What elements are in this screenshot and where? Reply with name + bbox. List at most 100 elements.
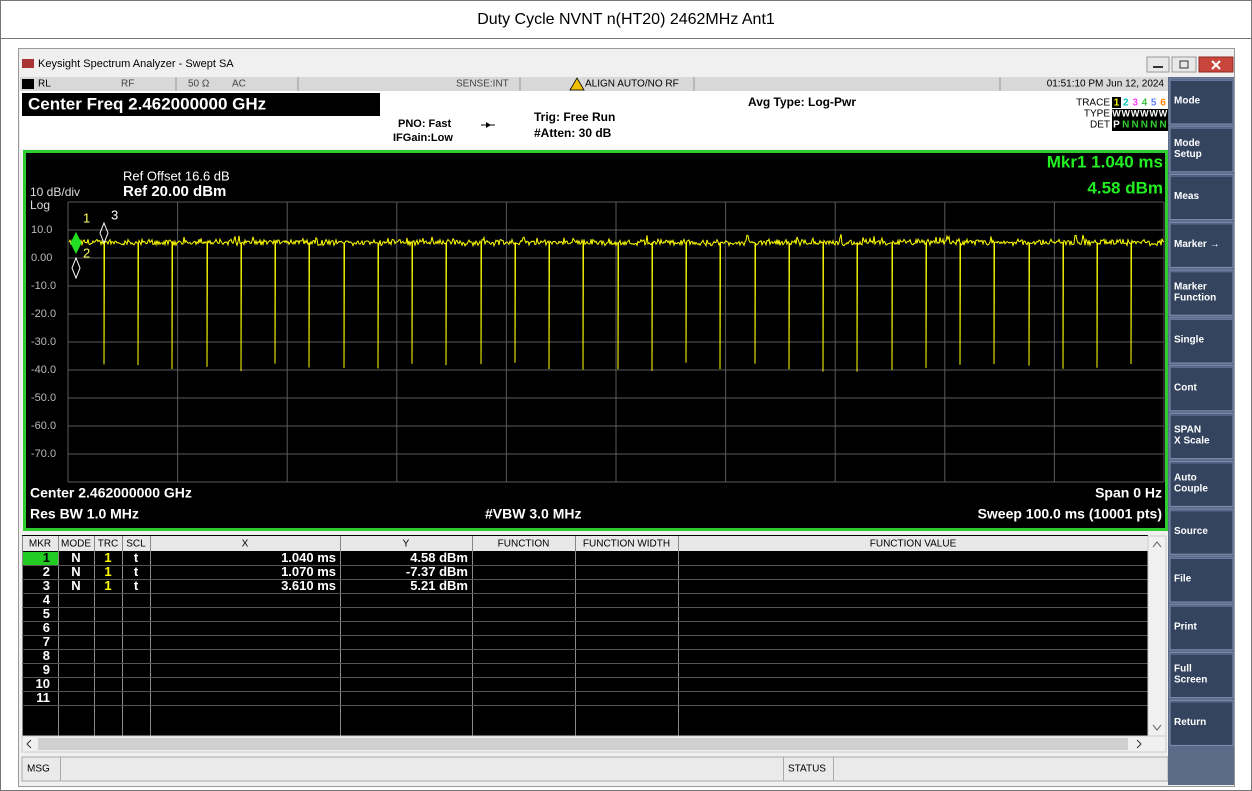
column-header: TRC	[98, 539, 119, 550]
softkey[interactable]	[1169, 174, 1234, 221]
softkey-label: Mode	[1174, 96, 1201, 107]
sense: SENSE:INT	[456, 79, 509, 90]
trace-number: 5	[1151, 98, 1157, 109]
atten: #Atten: 30 dB	[534, 126, 612, 140]
marker-cell: t	[134, 578, 139, 593]
ref-offset: Ref Offset 16.6 dB	[123, 168, 230, 183]
minimize-btn[interactable]	[1146, 56, 1170, 73]
y-label: 10.0	[31, 224, 52, 236]
y-label: -70.0	[31, 448, 56, 460]
softkey[interactable]	[1169, 604, 1234, 651]
softkey[interactable]	[1169, 413, 1234, 460]
softkey-label: Auto	[1174, 473, 1197, 484]
softkey[interactable]	[1169, 126, 1234, 173]
v-scrollbar[interactable]	[1147, 535, 1167, 737]
trig-arrow-head	[486, 122, 491, 128]
span-label: Span 0 Hz	[1095, 485, 1162, 501]
softkey[interactable]	[1169, 556, 1234, 603]
softkey-label: Return	[1174, 717, 1206, 728]
marker-cell: 1.040 ms	[281, 550, 336, 565]
trace-det: N	[1159, 120, 1166, 131]
warning-icon	[569, 77, 585, 91]
marker-number: 2	[43, 564, 50, 579]
trace-det: N	[1150, 120, 1157, 131]
softkey-label: File	[1174, 574, 1192, 585]
sweep-label: Sweep 100.0 ms (10001 pts)	[978, 506, 1162, 522]
pno: PNO: Fast	[398, 118, 452, 130]
softkey-label: Setup	[1174, 149, 1202, 160]
y-label: -10.0	[31, 280, 56, 292]
marker-number: 7	[43, 634, 50, 649]
type-label: TYPE	[1084, 109, 1110, 120]
trace	[68, 234, 1165, 372]
softkey[interactable]	[1169, 221, 1234, 268]
coupling: AC	[232, 79, 246, 90]
marker-number: 9	[43, 662, 50, 677]
marker-cell: 1.070 ms	[281, 564, 336, 579]
trace-number: 1	[1114, 98, 1120, 109]
marker-1	[70, 231, 82, 255]
trace-number: 4	[1142, 98, 1148, 109]
softkey-label: Function	[1174, 292, 1216, 303]
trace-label: TRACE	[1076, 98, 1110, 109]
rbw-label: Res BW 1.0 MHz	[30, 506, 139, 522]
window-title: Keysight Spectrum Analyzer - Swept SA	[38, 58, 234, 70]
trace-number: 3	[1132, 98, 1138, 109]
rl-label: RL	[38, 79, 51, 90]
trace-number: 2	[1123, 98, 1129, 109]
softkey-label: Mode	[1174, 138, 1201, 149]
softkey[interactable]	[1169, 508, 1234, 555]
page-title: Duty Cycle NVNT n(HT20) 2462MHz Ant1	[477, 11, 775, 28]
trace-type: W	[1140, 108, 1149, 118]
marker-cell: 3.610 ms	[281, 578, 336, 593]
table-header	[22, 536, 1148, 551]
marker-cell: 1	[104, 550, 111, 565]
softkey-label: Source	[1174, 526, 1208, 537]
marker-number: 8	[43, 648, 50, 663]
align-status: ALIGN AUTO/NO RF	[585, 79, 679, 90]
trace-det: N	[1131, 120, 1138, 131]
y-label: -40.0	[31, 364, 56, 376]
trace-det: N	[1141, 120, 1148, 131]
y-label: -60.0	[31, 420, 56, 432]
marker-number: 4	[43, 592, 51, 607]
softkey[interactable]	[1169, 699, 1234, 746]
softkey[interactable]	[1169, 652, 1234, 699]
marker-number: 3	[43, 578, 50, 593]
marker-number: 1	[43, 550, 50, 565]
softkey[interactable]	[1169, 78, 1234, 125]
center-freq: Center Freq 2.462000000 GHz	[28, 94, 266, 113]
app-icon	[22, 59, 34, 68]
column-header: X	[242, 539, 249, 550]
restore-glyph	[1179, 60, 1189, 69]
restore-btn[interactable]	[1171, 56, 1197, 73]
lxi-logo	[22, 79, 34, 89]
marker-cell: N	[71, 578, 80, 593]
softkey-label: Single	[1174, 335, 1204, 346]
impedance: 50 Ω	[188, 79, 210, 90]
plot-area	[23, 150, 1168, 531]
softkey-label: Screen	[1174, 675, 1207, 686]
trace-number: 6	[1160, 98, 1166, 109]
scroll-left	[26, 739, 32, 749]
vbw-label: #VBW 3.0 MHz	[485, 506, 581, 522]
softkey-label: SPAN	[1174, 425, 1201, 436]
softkey[interactable]	[1169, 365, 1234, 412]
softkey[interactable]	[1169, 317, 1234, 364]
softkey-label: Couple	[1174, 484, 1208, 495]
softkey[interactable]	[1169, 460, 1234, 507]
marker-number: 11	[36, 690, 50, 705]
column-header: FUNCTION VALUE	[870, 539, 957, 550]
center-freq-bar	[22, 93, 380, 116]
trace-type: W	[1159, 108, 1168, 118]
column-header: FUNCTION WIDTH	[583, 539, 670, 550]
y-label: 0.00	[31, 252, 52, 264]
h-scroll-thumb	[38, 738, 1128, 750]
marker-value: 4.58 dBm	[1087, 178, 1163, 197]
marker-cell: t	[134, 564, 139, 579]
softkey[interactable]	[1169, 269, 1234, 316]
softkey-label: Full	[1174, 664, 1192, 675]
ifgain: IFGain:Low	[393, 132, 453, 144]
selected-marker-cell	[23, 552, 58, 565]
